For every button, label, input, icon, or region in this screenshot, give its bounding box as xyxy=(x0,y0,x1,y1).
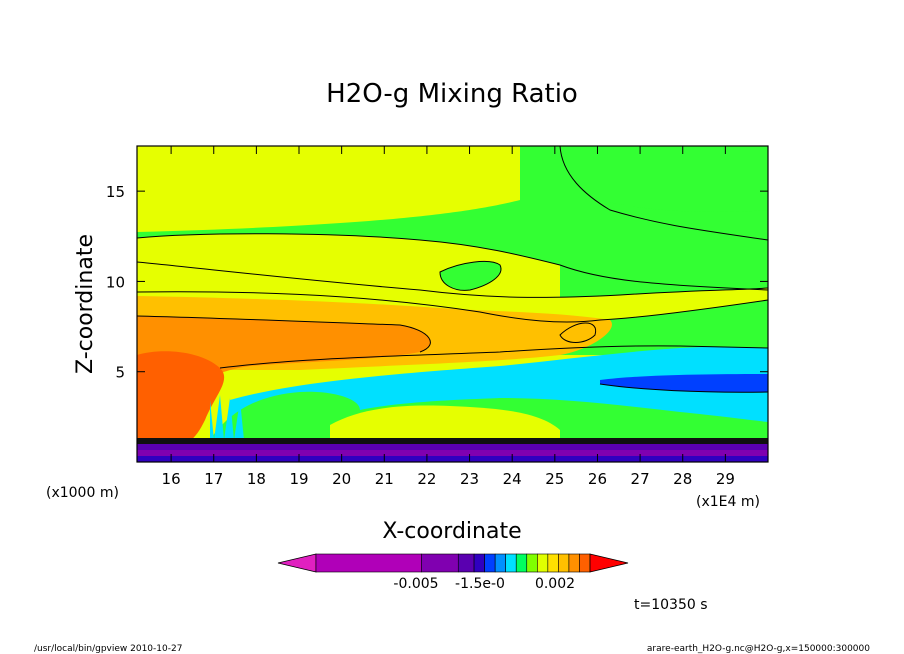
colorbar-segment xyxy=(315,553,422,573)
colorbar-segment xyxy=(515,553,528,573)
colorbar-segment xyxy=(494,553,506,573)
colorbar-segment xyxy=(457,553,475,573)
x-tick-label: 21 xyxy=(375,470,394,488)
x-tick-label: 18 xyxy=(247,470,266,488)
colorbar-tick-label: -0.005 xyxy=(393,576,438,592)
colorbar-tick-labels: -0.005 -1.5e-0 0.002 xyxy=(393,576,575,592)
x-tick-label: 22 xyxy=(417,470,436,488)
colorbar-segment xyxy=(473,553,485,573)
x-tick-label: 26 xyxy=(588,470,607,488)
y-axis-label: Z-coordinate xyxy=(73,234,98,374)
x-tick-label: 23 xyxy=(460,470,479,488)
chart-title: H2O-g Mixing Ratio xyxy=(326,79,578,109)
y-tick-label: 15 xyxy=(106,183,125,201)
colorbar xyxy=(277,553,629,573)
colorbar-tick-label: -1.5e-0 xyxy=(455,576,505,592)
x-unit-right: (x1E4 m) xyxy=(696,494,760,510)
x-tick-label: 27 xyxy=(631,470,650,488)
x-unit-left: (x1000 m) xyxy=(46,485,119,501)
footer-left: /usr/local/bin/gpview 2010-10-27 xyxy=(34,644,182,654)
colorbar-segment xyxy=(579,553,591,573)
colorbar-segment xyxy=(568,553,580,573)
colorbar-segment xyxy=(505,553,517,573)
x-tick-label: 17 xyxy=(204,470,223,488)
x-tick-label: 28 xyxy=(673,470,692,488)
x-axis-ticks: 16 17 18 19 20 21 22 23 24 25 26 27 28 29 xyxy=(162,146,735,488)
colorbar-segment-max xyxy=(589,553,629,573)
x-tick-label: 24 xyxy=(503,470,522,488)
y-axis-ticks: 5 10 15 xyxy=(106,183,768,382)
x-axis-label: X-coordinate xyxy=(382,519,521,544)
footer-right: arare-earth_H2O-g.nc@H2O-g,x=150000:3000… xyxy=(647,644,870,654)
y-tick-label: 10 xyxy=(106,273,125,291)
colorbar-segment xyxy=(526,553,538,573)
contour-field xyxy=(137,146,768,462)
x-tick-label: 25 xyxy=(545,470,564,488)
y-tick-label: 5 xyxy=(115,364,125,382)
colorbar-segment xyxy=(547,553,559,573)
colorbar-segment-min xyxy=(277,553,317,573)
colorbar-segment xyxy=(537,553,549,573)
x-tick-label: 16 xyxy=(162,470,181,488)
colorbar-tick-label: 0.002 xyxy=(535,576,575,592)
x-tick-label: 19 xyxy=(289,470,308,488)
plot-frame xyxy=(136,145,769,463)
x-tick-label: 29 xyxy=(716,470,735,488)
colorbar-segment xyxy=(484,553,496,573)
colorbar-segment xyxy=(421,553,459,573)
colorbar-segment xyxy=(558,553,570,573)
time-label: t=10350 s xyxy=(634,597,708,613)
x-tick-label: 20 xyxy=(332,470,351,488)
